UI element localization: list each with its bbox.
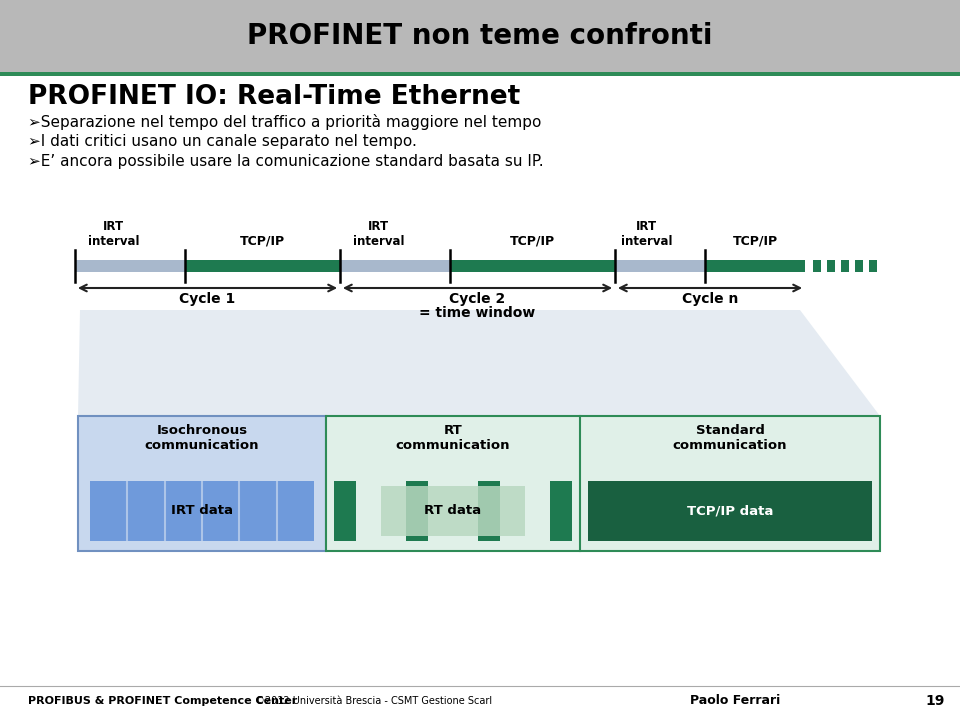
Text: 19: 19 (925, 694, 945, 708)
Text: RT
communication: RT communication (396, 424, 511, 452)
Bar (334, 481, 356, 541)
Polygon shape (78, 310, 880, 416)
Bar (185, 260, 340, 272)
Text: Paolo Ferrari: Paolo Ferrari (690, 695, 780, 707)
Bar (450, 260, 615, 272)
Text: Cycle n: Cycle n (682, 292, 738, 306)
Text: IRT
interval: IRT interval (87, 220, 139, 248)
Bar (340, 260, 450, 272)
Text: ©2012 Università Brescia - CSMT Gestione Scarl: ©2012 Università Brescia - CSMT Gestione… (252, 696, 492, 706)
Text: ➢E’ ancora possibile usare la comunicazione standard basata su IP.: ➢E’ ancora possibile usare la comunicazi… (28, 154, 543, 169)
Bar (0, 76, 960, 686)
Bar (478, 481, 500, 541)
Text: Isochronous
communication: Isochronous communication (145, 424, 259, 452)
Text: ➢Separazione nel tempo del traffico a priorità maggiore nel tempo: ➢Separazione nel tempo del traffico a pr… (28, 114, 541, 130)
Text: = time window: = time window (420, 306, 536, 320)
Bar (0, 686, 960, 716)
Bar (406, 481, 428, 541)
Bar (813, 260, 821, 272)
Bar (550, 481, 572, 541)
Bar (869, 260, 877, 272)
Bar (381, 486, 525, 536)
Text: Cycle 1: Cycle 1 (180, 292, 235, 306)
Text: TCP/IP: TCP/IP (240, 235, 285, 248)
Text: RT data: RT data (424, 505, 482, 518)
Text: Cycle 2: Cycle 2 (449, 292, 506, 306)
Text: TCP/IP data: TCP/IP data (686, 505, 773, 518)
Bar (705, 260, 805, 272)
Bar (841, 260, 849, 272)
Bar (0, 0, 960, 72)
Bar (78, 416, 326, 551)
Text: Standard
communication: Standard communication (673, 424, 787, 452)
Bar (615, 260, 705, 272)
Bar (588, 481, 872, 541)
Text: IRT
interval: IRT interval (352, 220, 404, 248)
Text: ➢I dati critici usano un canale separato nel tempo.: ➢I dati critici usano un canale separato… (28, 134, 417, 149)
Text: TCP/IP: TCP/IP (510, 235, 555, 248)
Text: PROFINET IO: Real-Time Ethernet: PROFINET IO: Real-Time Ethernet (28, 84, 520, 110)
Bar (90, 481, 314, 541)
Text: TCP/IP: TCP/IP (732, 235, 778, 248)
Text: IRT data: IRT data (171, 505, 233, 518)
Bar (326, 416, 880, 551)
Text: IRT
interval: IRT interval (621, 220, 672, 248)
Bar (0, 72, 960, 76)
Bar (827, 260, 835, 272)
Bar (855, 260, 863, 272)
Text: PROFIBUS & PROFINET Competence Center: PROFIBUS & PROFINET Competence Center (28, 696, 298, 706)
Bar (75, 260, 185, 272)
Text: PROFINET non teme confronti: PROFINET non teme confronti (248, 22, 712, 50)
